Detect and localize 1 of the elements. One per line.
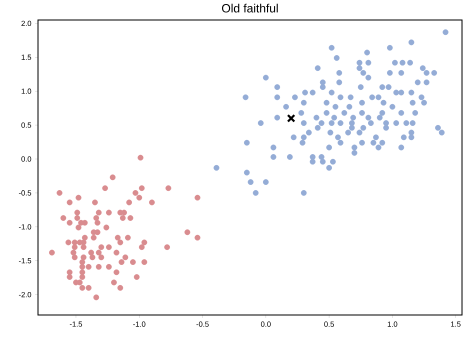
chart-title: Old faithful xyxy=(222,4,278,12)
